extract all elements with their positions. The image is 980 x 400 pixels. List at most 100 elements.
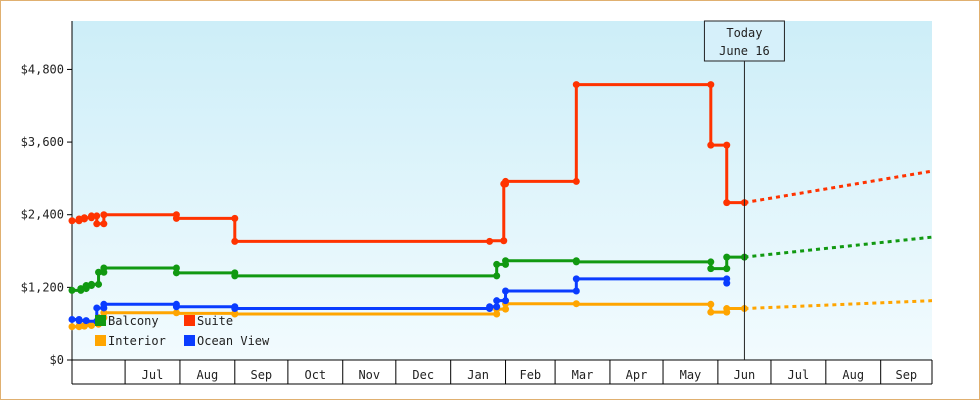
data-point-ocean-view bbox=[493, 303, 501, 311]
legend-swatch-interior bbox=[95, 335, 106, 346]
data-point-balcony bbox=[87, 280, 95, 288]
x-tick-label: May bbox=[680, 368, 702, 382]
x-tick-label: Jan bbox=[467, 368, 489, 382]
x-tick-label: Aug bbox=[842, 368, 864, 382]
series-suite bbox=[68, 81, 933, 245]
data-point-suite bbox=[231, 237, 239, 245]
plot-background bbox=[72, 21, 932, 360]
today-date-label: June 16 bbox=[719, 44, 770, 58]
x-tick-label: Mar bbox=[572, 368, 594, 382]
data-point-interior bbox=[723, 305, 731, 313]
data-point-ocean-view bbox=[231, 305, 239, 313]
data-point-balcony bbox=[502, 257, 510, 265]
data-point-suite bbox=[707, 81, 715, 89]
data-point-interior bbox=[75, 322, 83, 330]
y-tick-label: $2,400 bbox=[21, 208, 64, 222]
data-point-ocean-view bbox=[100, 300, 108, 308]
data-point-suite bbox=[100, 220, 108, 228]
data-point-interior bbox=[172, 309, 180, 317]
x-tick-label: Feb bbox=[519, 368, 541, 382]
x-tick-label: Dec bbox=[412, 368, 434, 382]
x-tick-label: Apr bbox=[626, 368, 648, 382]
data-point-balcony bbox=[172, 269, 180, 277]
series-layer bbox=[68, 81, 933, 331]
data-point-balcony bbox=[493, 260, 501, 268]
data-point-balcony bbox=[95, 280, 103, 288]
legend: Balcony Suite Interior Ocean View bbox=[95, 314, 270, 348]
data-point-suite bbox=[87, 212, 95, 220]
today-marker: Today June 16 bbox=[703, 20, 785, 360]
x-tick-label: Nov bbox=[358, 368, 380, 382]
x-tick-label: Oct bbox=[304, 368, 326, 382]
data-point-suite bbox=[500, 237, 508, 245]
data-point-suite bbox=[100, 211, 108, 219]
data-point-ocean-view bbox=[75, 317, 83, 325]
data-point-balcony bbox=[95, 268, 103, 276]
data-point-suite bbox=[93, 212, 101, 220]
legend-swatch-suite bbox=[184, 315, 195, 326]
data-point-balcony bbox=[82, 282, 90, 290]
legend-label-balcony: Balcony bbox=[108, 314, 159, 328]
data-point-suite bbox=[723, 141, 731, 149]
data-point-balcony bbox=[493, 272, 501, 280]
data-point-interior bbox=[493, 310, 501, 318]
x-tick-label: Sep bbox=[250, 368, 272, 382]
legend-label-interior: Interior bbox=[108, 334, 166, 348]
data-point-suite bbox=[68, 217, 76, 225]
data-point-balcony bbox=[707, 265, 715, 273]
legend-label-suite: Suite bbox=[197, 314, 233, 328]
data-point-balcony bbox=[572, 258, 580, 266]
data-point-interior bbox=[231, 310, 239, 318]
data-point-suite bbox=[80, 214, 88, 222]
data-point-interior bbox=[572, 300, 580, 308]
data-point-balcony bbox=[77, 285, 85, 293]
x-tick-label: Jun bbox=[734, 368, 756, 382]
data-point-ocean-view bbox=[172, 303, 180, 311]
data-point-balcony bbox=[723, 265, 731, 273]
data-point-ocean-view bbox=[502, 297, 510, 305]
data-point-balcony bbox=[231, 272, 239, 280]
data-point-ocean-view bbox=[68, 315, 76, 323]
today-callout-box bbox=[703, 20, 785, 62]
legend-swatch-ocean-view bbox=[184, 335, 195, 346]
data-point-ocean-view bbox=[502, 287, 510, 295]
axes: $0 $1,200 $2,400 $3,600 $4,800 Jul Aug Sep Oct No… bbox=[21, 21, 933, 385]
data-point-suite bbox=[502, 177, 510, 185]
data-point-balcony bbox=[723, 253, 731, 261]
data-point-ocean-view bbox=[493, 297, 501, 305]
data-point-ocean-view bbox=[723, 279, 731, 287]
y-tick-label: $4,800 bbox=[21, 62, 64, 76]
data-point-ocean-view bbox=[82, 317, 90, 325]
x-tick-label: Sep bbox=[895, 368, 917, 382]
x-tick-label: Jul bbox=[142, 368, 164, 382]
data-point-interior bbox=[707, 300, 715, 308]
data-point-balcony bbox=[100, 264, 108, 272]
data-point-balcony bbox=[707, 258, 715, 266]
data-point-balcony bbox=[172, 264, 180, 272]
data-point-ocean-view bbox=[93, 304, 101, 312]
data-point-suite bbox=[572, 177, 580, 185]
data-point-suite bbox=[723, 199, 731, 207]
data-point-suite bbox=[75, 215, 83, 223]
data-point-suite bbox=[572, 81, 580, 89]
data-point-interior bbox=[707, 308, 715, 316]
data-point-suite bbox=[707, 141, 715, 149]
data-point-suite bbox=[172, 214, 180, 222]
data-point-interior bbox=[68, 323, 76, 331]
today-label: Today bbox=[726, 26, 762, 40]
data-point-ocean-view bbox=[486, 303, 494, 311]
data-point-ocean-view bbox=[572, 275, 580, 283]
legend-label-ocean-view: Ocean View bbox=[197, 334, 270, 348]
data-point-interior bbox=[502, 305, 510, 313]
data-point-ocean-view bbox=[572, 287, 580, 295]
series-ocean-view bbox=[68, 275, 731, 325]
data-point-interior bbox=[100, 309, 108, 317]
x-tick-label: Jul bbox=[788, 368, 810, 382]
y-tick-label: $1,200 bbox=[21, 280, 64, 294]
data-point-balcony bbox=[68, 286, 76, 294]
x-tick-label: Aug bbox=[197, 368, 219, 382]
y-tick-label: $3,600 bbox=[21, 135, 64, 149]
data-point-suite bbox=[231, 214, 239, 222]
